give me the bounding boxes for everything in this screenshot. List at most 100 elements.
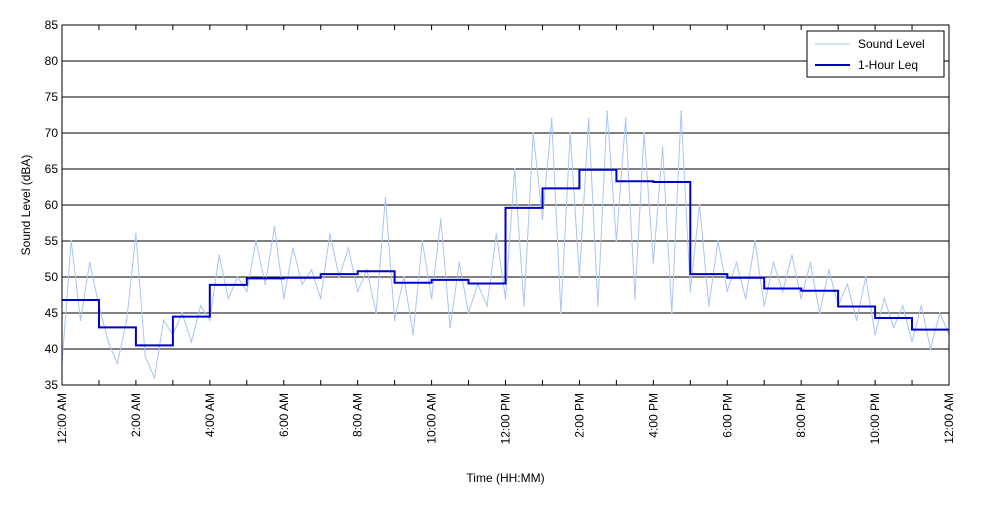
y-tick-label: 75: [45, 90, 59, 104]
sound-level-point: [800, 298, 802, 300]
y-tick-label: 60: [45, 198, 59, 212]
sound-level-point: [634, 298, 636, 300]
sound-level-point: [514, 168, 516, 170]
x-tick-label: 8:00 AM: [351, 393, 365, 437]
sound-level-point: [255, 240, 257, 242]
sound-level-point: [523, 305, 525, 307]
sound-level-point: [542, 219, 544, 221]
sound-level-point: [865, 276, 867, 278]
x-tick-label: 2:00 AM: [129, 393, 143, 437]
sound-level-point: [107, 341, 109, 343]
y-tick-label: 40: [45, 342, 59, 356]
sound-level-point: [357, 291, 359, 293]
sound-level-point: [689, 291, 691, 293]
sound-level-point: [911, 341, 913, 343]
sound-level-point: [403, 276, 405, 278]
sound-level-point: [643, 132, 645, 134]
sound-level-point: [320, 298, 322, 300]
sound-level-point: [181, 312, 183, 314]
sound-level-point: [126, 319, 128, 321]
sound-level-point: [939, 312, 941, 314]
sound-level-point: [782, 291, 784, 293]
sound-level-point: [70, 240, 72, 242]
sound-level-point: [459, 262, 461, 264]
sound-level-point: [412, 334, 414, 336]
sound-level-point: [754, 240, 756, 242]
sound-level-point: [680, 111, 682, 113]
sound-level-point: [819, 312, 821, 314]
sound-level-point: [902, 305, 904, 307]
sound-level-point: [616, 240, 618, 242]
x-tick-label: 12:00 AM: [942, 393, 956, 444]
sound-level-point: [283, 298, 285, 300]
sound-level-point: [228, 298, 230, 300]
sound-level-point: [625, 118, 627, 120]
sound-level-point: [763, 305, 765, 307]
sound-level-point: [726, 291, 728, 293]
sound-level-point: [505, 298, 507, 300]
sound-level-point: [135, 233, 137, 235]
legend: Sound Level 1-Hour Leq: [807, 31, 944, 77]
sound-level-point: [338, 276, 340, 278]
sound-level-point: [662, 147, 664, 149]
sound-level-point: [920, 305, 922, 307]
x-tick-label: 2:00 PM: [572, 393, 586, 438]
y-tick-label: 55: [45, 234, 59, 248]
sound-level-point: [264, 283, 266, 285]
sound-level-point: [144, 355, 146, 357]
sound-level-point: [810, 262, 812, 264]
legend-label-1-hour-leq: 1-Hour Leq: [858, 58, 918, 72]
sound-level-point: [375, 312, 377, 314]
x-tick-label: 10:00 PM: [868, 393, 882, 444]
x-tick-label: 12:00 AM: [55, 393, 69, 444]
sound-level-point: [80, 319, 82, 321]
sound-level-point: [422, 240, 424, 242]
y-tick-label: 70: [45, 126, 59, 140]
sound-level-point: [163, 319, 165, 321]
sound-level-point: [773, 262, 775, 264]
y-tick-label: 50: [45, 270, 59, 284]
sound-level-point: [440, 219, 442, 221]
x-tick-label: 6:00 PM: [720, 393, 734, 438]
sound-level-point: [495, 233, 497, 235]
y-axis-label: Sound Level (dBA): [19, 155, 33, 256]
x-tick-label: 4:00 PM: [646, 393, 660, 438]
sound-level-point: [745, 298, 747, 300]
sound-level-point: [560, 312, 562, 314]
x-axis-label: Time (HH:MM): [466, 471, 544, 485]
sound-level-point: [385, 197, 387, 199]
sound-level-point: [274, 226, 276, 228]
sound-level-point: [597, 305, 599, 307]
sound-level-point: [301, 283, 303, 285]
sound-level-point: [930, 348, 932, 350]
x-tick-label: 10:00 AM: [425, 393, 439, 444]
sound-level-point: [431, 298, 433, 300]
y-tick-label: 65: [45, 162, 59, 176]
x-tick-label: 8:00 PM: [794, 393, 808, 438]
sound-level-point: [653, 262, 655, 264]
sound-level-point: [246, 291, 248, 293]
sound-level-point: [449, 327, 451, 329]
x-tick-label: 6:00 AM: [277, 393, 291, 437]
sound-level-point: [237, 276, 239, 278]
sound-level-point: [154, 377, 156, 379]
sound-level-point: [708, 305, 710, 307]
sound-level-point: [671, 312, 673, 314]
sound-level-point: [329, 233, 331, 235]
sound-level-point: [847, 283, 849, 285]
sound-level-point: [606, 111, 608, 113]
sound-level-point: [569, 132, 571, 134]
sound-level-point: [588, 118, 590, 120]
sound-level-point: [551, 118, 553, 120]
sound-level-point: [348, 247, 350, 249]
sound-level-point: [717, 240, 719, 242]
sound-level-point: [394, 319, 396, 321]
sound-level-point: [856, 319, 858, 321]
sound-level-point: [884, 298, 886, 300]
sound-level-point: [191, 341, 193, 343]
sound-level-point: [311, 269, 313, 271]
y-tick-label: 80: [45, 54, 59, 68]
sound-level-point: [486, 305, 488, 307]
sound-level-point: [699, 204, 701, 206]
